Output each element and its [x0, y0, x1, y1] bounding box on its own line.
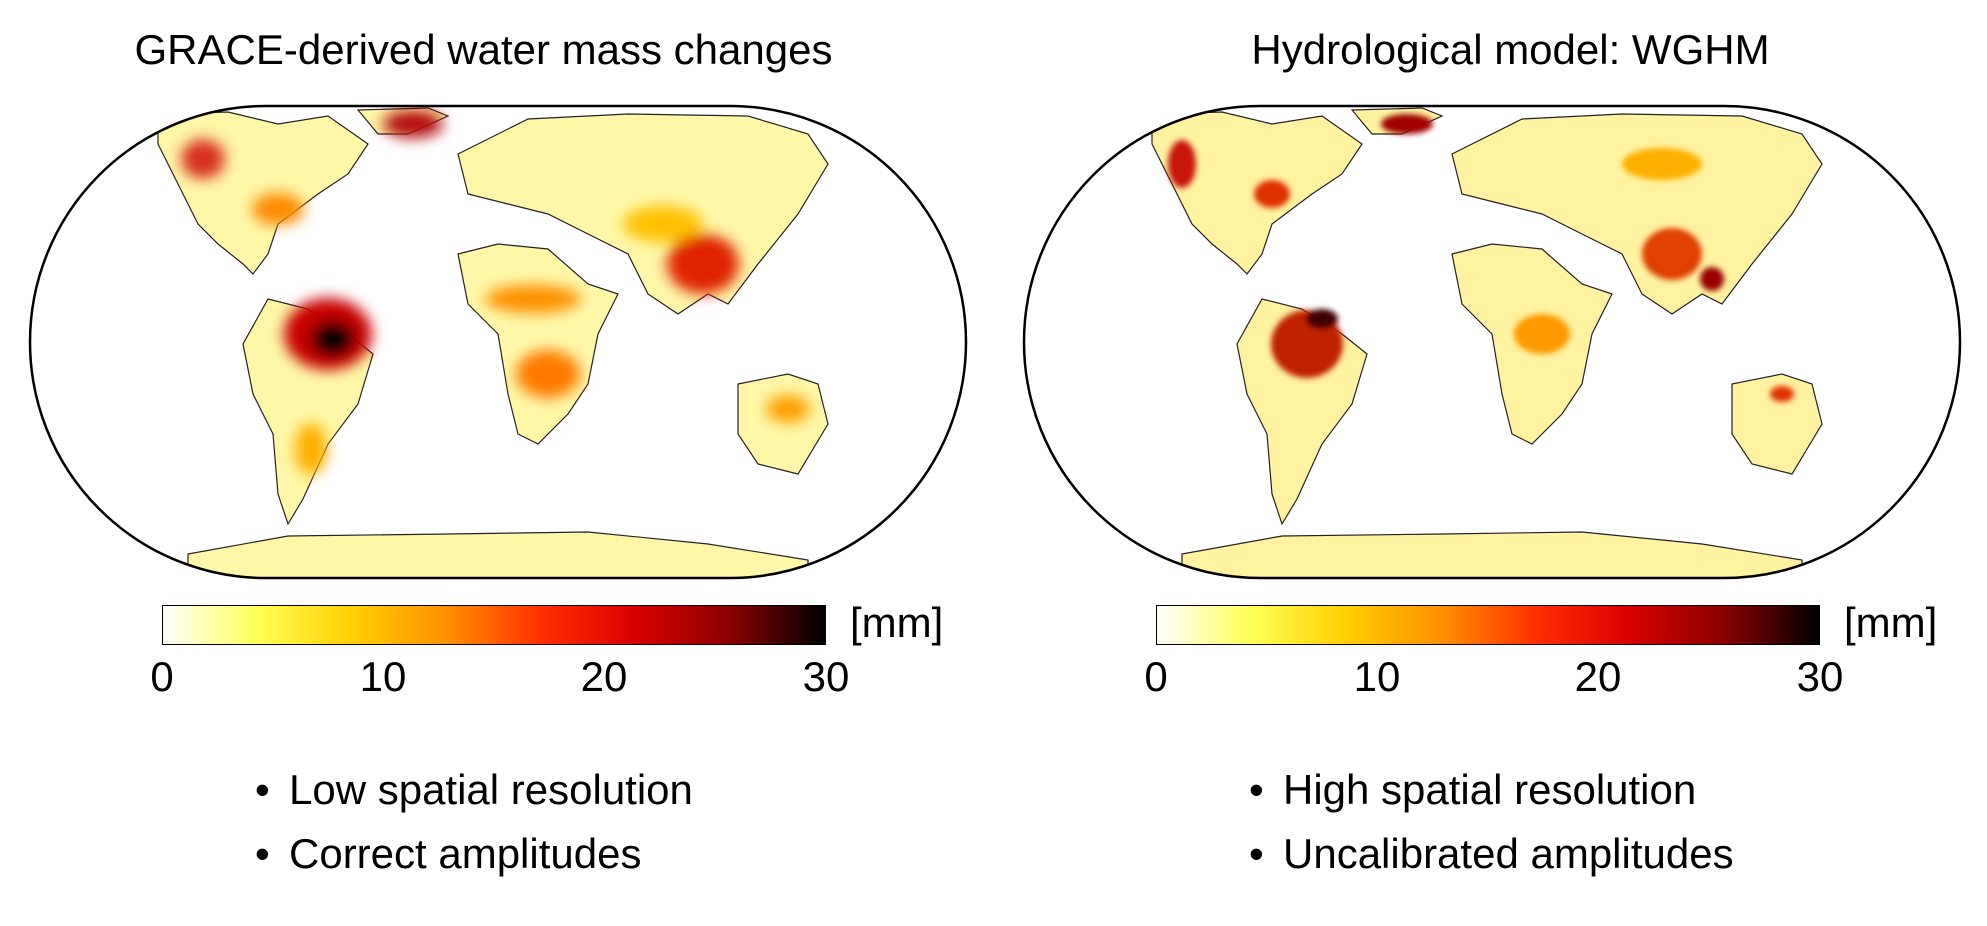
bullet-list: • Low spatial resolution • Correct amplitu… — [255, 758, 693, 886]
world-map-wghm — [1022, 104, 1962, 580]
bullet-item: • Uncalibrated amplitudes — [1249, 830, 1734, 877]
bullet-text: High spatial resolution — [1283, 766, 1697, 813]
bullet-text: Correct amplitudes — [289, 830, 642, 877]
colorbar-tick: 10 — [1353, 653, 1401, 700]
bullet-list: • High spatial resolution • Uncalibrated a… — [1249, 758, 1734, 886]
map-frame — [28, 104, 968, 580]
world-map-grace — [28, 104, 968, 580]
colorbar-tick: 0 — [150, 653, 174, 700]
colorbar — [162, 605, 826, 645]
colorbar-unit: [mm] — [850, 599, 944, 646]
colorbar-unit: [mm] — [1844, 599, 1938, 646]
bullet-item: • Low spatial resolution — [255, 766, 693, 813]
bullet-text: Uncalibrated amplitudes — [1283, 830, 1734, 877]
colorbar-tick: 20 — [580, 653, 628, 700]
panel-title: Hydrological model: WGHM — [1251, 26, 1770, 73]
panel-grace: GRACE-derived water mass changes — [0, 0, 993, 926]
bullet-item: • High spatial resolution — [1249, 766, 1697, 813]
colorbar-tick: 10 — [359, 653, 407, 700]
colorbar-tick: 30 — [802, 653, 850, 700]
heat-speckles — [1168, 114, 1794, 402]
colorbar-tick: 20 — [1574, 653, 1622, 700]
colorbar — [1156, 605, 1820, 645]
panel-title: GRACE-derived water mass changes — [134, 26, 833, 73]
panel-wghm: Hydrological model: WGHM — [994, 0, 1987, 926]
bullet-item: • Correct amplitudes — [255, 830, 642, 877]
heat-blobs — [181, 110, 810, 475]
map-frame — [1022, 104, 1962, 580]
bullet-text: Low spatial resolution — [289, 766, 693, 813]
colorbar-tick: 0 — [1144, 653, 1168, 700]
colorbar-tick: 30 — [1796, 653, 1844, 700]
